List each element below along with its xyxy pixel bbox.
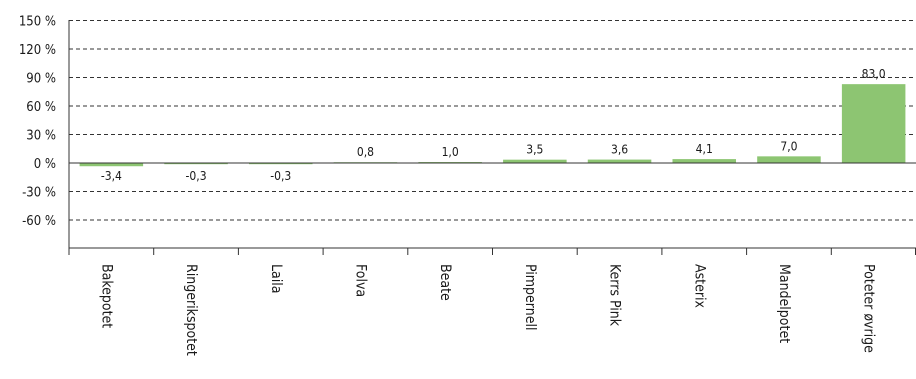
y-tick-label: 150 %: [19, 15, 56, 30]
category-label: Poteter øvrige: [861, 264, 877, 353]
category-label: Pimpernell: [522, 264, 538, 330]
data-label: -0,3: [186, 169, 207, 183]
bar: [757, 156, 821, 163]
category-label: Beate: [437, 264, 453, 301]
y-tick-label: 30 %: [26, 129, 56, 144]
bar: [587, 159, 652, 163]
category-label: Ringerikspotet: [183, 264, 199, 356]
data-label: 4,1: [696, 142, 713, 156]
category-label: Laila: [268, 264, 284, 293]
data-label: 83,0: [862, 67, 886, 81]
y-tick-label: -60 %: [22, 214, 56, 229]
data-label: -3,4: [101, 169, 122, 183]
category-label: Bakepotet: [98, 264, 114, 328]
category-label: Mandelpotet: [776, 264, 792, 343]
gridlines: [69, 20, 916, 221]
data-labels: -3,4 -0,3 -0,3 0,8 1,0 3,5 3,6 4,1 7,0 83,0: [101, 67, 886, 183]
bar: [672, 159, 737, 163]
category-label: Kerrs Pink: [607, 264, 623, 327]
x-axis-category-labels: Bakepotet Ringerikspotet Laila Folva Beate Pi…: [98, 264, 876, 356]
y-tick-label: 0 %: [34, 157, 56, 172]
category-label: Asterix: [691, 264, 707, 309]
x-axis-tick-marks: [68, 248, 916, 255]
data-label: 3,6: [611, 143, 628, 157]
axes: [68, 20, 916, 249]
data-label: 1,0: [442, 145, 459, 159]
data-label: 0,8: [357, 145, 374, 159]
bar: [164, 163, 228, 165]
data-label: 3,5: [526, 143, 543, 157]
y-tick-label: -30 %: [22, 186, 56, 201]
y-tick-label: 90 %: [26, 72, 56, 87]
y-tick-label: 120 %: [19, 43, 56, 58]
bar: [503, 159, 567, 163]
data-label: 7,0: [780, 139, 797, 153]
bar: [79, 163, 144, 167]
y-tick-label: 60 %: [26, 100, 56, 115]
bar: [841, 84, 906, 163]
bars: [79, 84, 906, 167]
y-axis-tick-labels: 150 % 120 % 90 % 60 % 30 % 0 % -30 % -60 %: [19, 15, 56, 230]
data-label: -0,3: [270, 169, 291, 183]
bar: [248, 163, 313, 165]
category-label: Folva: [352, 264, 368, 297]
